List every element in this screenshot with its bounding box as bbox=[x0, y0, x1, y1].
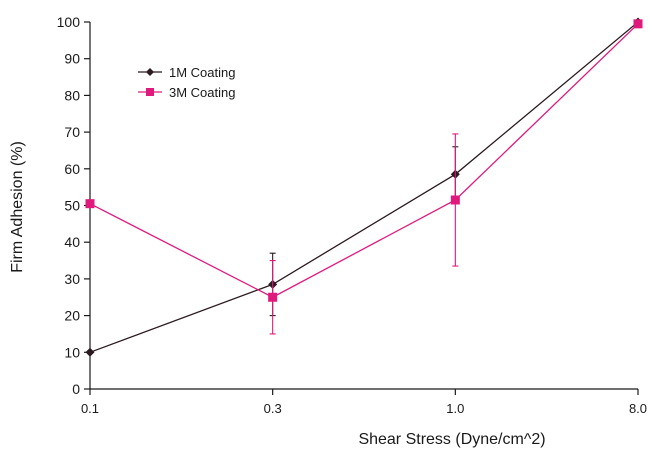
legend-label: 1M Coating bbox=[169, 65, 235, 80]
legend: 1M Coating 3M Coating bbox=[138, 65, 235, 100]
x-ticks: 0.1 0.3 1.0 8.0 bbox=[81, 389, 647, 416]
series-layer bbox=[85, 17, 643, 357]
data-point bbox=[633, 19, 643, 29]
y-tick-label: 0 bbox=[72, 381, 80, 397]
y-tick-label: 20 bbox=[64, 308, 80, 324]
y-tick-label: 40 bbox=[64, 234, 80, 250]
y-tick-label: 100 bbox=[57, 14, 81, 30]
series-line bbox=[89, 21, 639, 353]
x-tick-label: 1.0 bbox=[446, 401, 464, 416]
x-axis-label: Shear Stress (Dyne/cm^2) bbox=[358, 431, 545, 448]
y-tick-label: 90 bbox=[64, 51, 80, 67]
x-tick-label: 0.3 bbox=[264, 401, 282, 416]
data-point bbox=[268, 292, 278, 302]
series-2 bbox=[85, 19, 643, 335]
x-tick-label: 8.0 bbox=[629, 401, 647, 416]
y-axis-label: Firm Adhesion (%) bbox=[9, 141, 26, 273]
data-point bbox=[450, 195, 460, 205]
legend-label: 3M Coating bbox=[169, 85, 235, 100]
legend-marker bbox=[146, 68, 154, 76]
y-tick-label: 10 bbox=[64, 344, 80, 360]
y-tick-label: 80 bbox=[64, 87, 80, 103]
x-tick-label: 0.1 bbox=[81, 401, 99, 416]
legend-item: 1M Coating bbox=[138, 65, 235, 80]
series-line bbox=[89, 23, 639, 298]
legend-marker bbox=[146, 88, 154, 96]
legend-item: 3M Coating bbox=[138, 85, 235, 100]
data-point bbox=[85, 347, 95, 357]
data-point bbox=[85, 199, 95, 209]
y-tick-label: 50 bbox=[64, 198, 80, 214]
y-tick-label: 30 bbox=[64, 271, 80, 287]
y-ticks: 0 10 20 30 40 50 60 70 80 90 100 bbox=[57, 14, 90, 397]
y-tick-label: 70 bbox=[64, 124, 80, 140]
y-tick-label: 60 bbox=[64, 161, 80, 177]
